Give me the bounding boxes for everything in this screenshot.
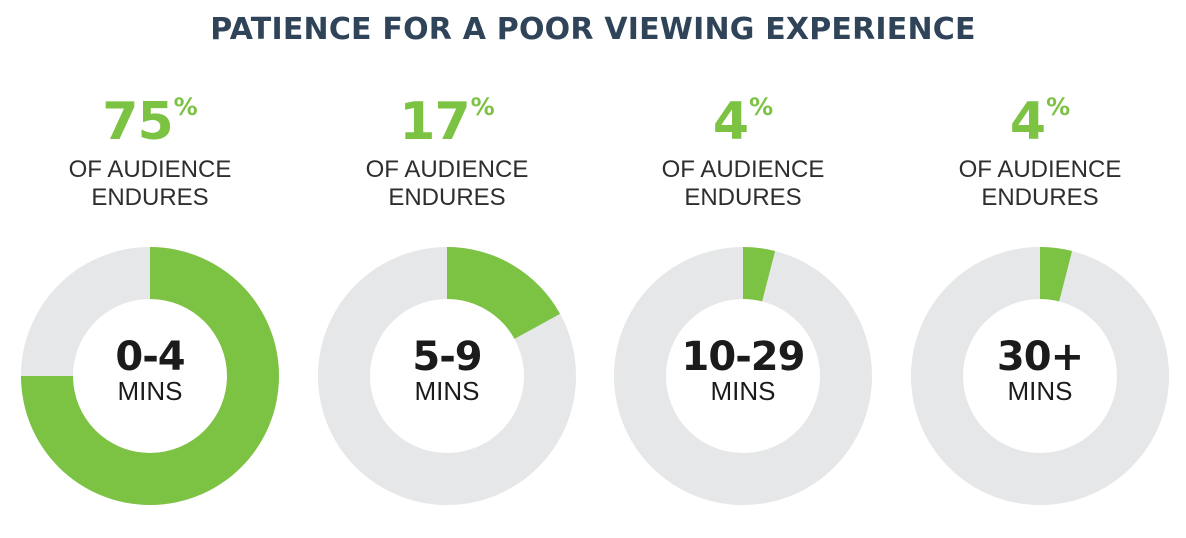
donut-slice-value: [1040, 247, 1073, 302]
range-label: 10-29: [681, 334, 806, 380]
unit-label: MINS: [710, 376, 776, 406]
caption: OF AUDIENCE ENDURES: [297, 156, 597, 212]
donut-panel-10-29: 4% OF AUDIENCE ENDURES 10-29 MINS: [593, 92, 893, 532]
donut-panel-5-9: 17% OF AUDIENCE ENDURES 5-9 MINS: [297, 92, 597, 532]
percent-label: 75%: [0, 92, 300, 152]
donut-slice-value: [743, 247, 776, 302]
caption-line-1: OF AUDIENCE: [661, 156, 825, 183]
donut-chart: [318, 247, 576, 505]
donut-panel-0-4: 75% OF AUDIENCE ENDURES 0-4 MINS: [0, 92, 300, 532]
percent-symbol: %: [749, 93, 774, 121]
caption-line-2: ENDURES: [684, 184, 802, 211]
donut-chart: [614, 247, 872, 505]
caption-line-2: ENDURES: [388, 184, 506, 211]
percent-symbol: %: [1046, 93, 1071, 121]
caption: OF AUDIENCE ENDURES: [0, 156, 300, 212]
unit-label: MINS: [1007, 376, 1073, 406]
donut-chart: [911, 247, 1169, 505]
percent-value: 75: [102, 92, 173, 152]
percent-symbol: %: [470, 93, 495, 121]
unit-label: MINS: [414, 376, 480, 406]
caption-line-2: ENDURES: [91, 184, 209, 211]
unit-label: MINS: [117, 376, 183, 406]
caption-line-1: OF AUDIENCE: [68, 156, 232, 183]
donut-panel-30-plus: 4% OF AUDIENCE ENDURES 30+ MINS: [890, 92, 1186, 532]
range-label: 0-4: [115, 334, 185, 380]
percent-label: 17%: [297, 92, 597, 152]
chart-title: PATIENCE FOR A POOR VIEWING EXPERIENCE: [210, 12, 976, 47]
donut-chart: [21, 247, 279, 505]
caption-line-1: OF AUDIENCE: [365, 156, 529, 183]
percent-value: 17: [399, 92, 470, 152]
percent-symbol: %: [173, 93, 198, 121]
percent-value: 4: [1009, 92, 1046, 152]
caption: OF AUDIENCE ENDURES: [890, 156, 1186, 212]
percent-label: 4%: [593, 92, 893, 152]
range-label: 5-9: [412, 334, 482, 380]
caption-line-1: OF AUDIENCE: [958, 156, 1122, 183]
donut-slice-value: [447, 247, 561, 339]
donut-slice-value: [21, 247, 279, 505]
range-label: 30+: [996, 334, 1084, 380]
percent-label: 4%: [890, 92, 1186, 152]
caption-line-2: ENDURES: [981, 184, 1099, 211]
percent-value: 4: [712, 92, 749, 152]
caption: OF AUDIENCE ENDURES: [593, 156, 893, 212]
